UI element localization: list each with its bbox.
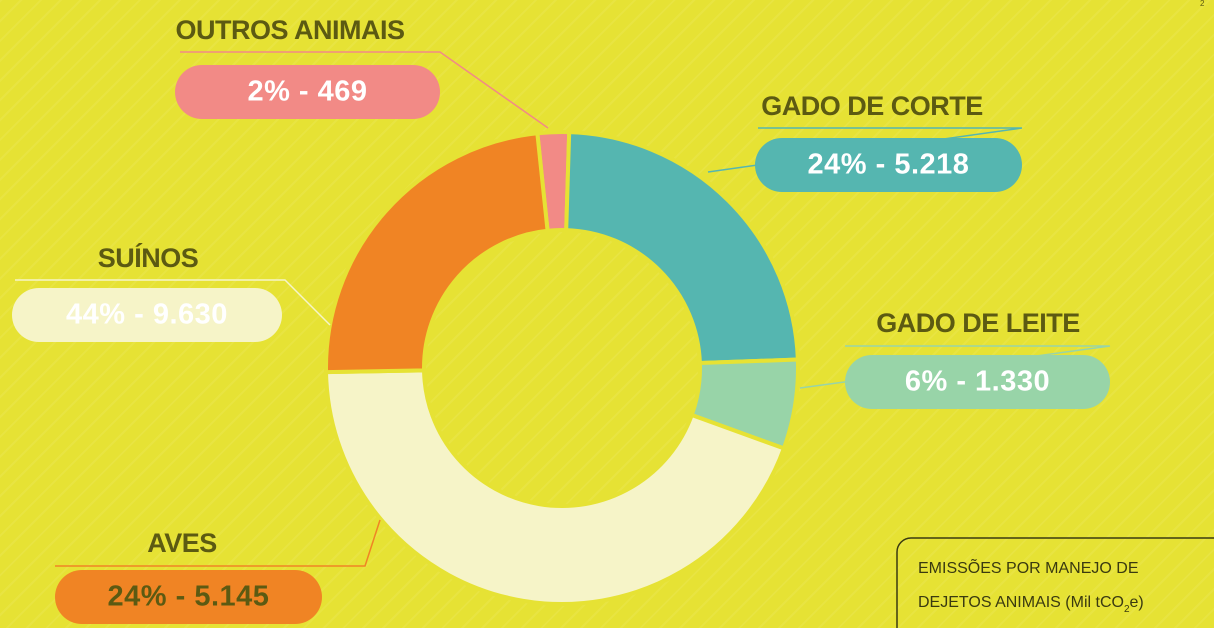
value-label: 44% - 9.630 [66, 299, 228, 331]
title-part: DEJETOS ANIMAIS (Mil tCO [918, 594, 1124, 611]
leader-line [180, 51, 549, 129]
value-pill [845, 355, 1110, 409]
category-label: AVES [147, 528, 217, 558]
donut-slice [324, 131, 550, 375]
category-label: SUÍNOS [98, 242, 199, 273]
title-sub: 2 [1124, 604, 1130, 615]
title-part: e) [1130, 594, 1144, 611]
leader-line [55, 519, 381, 567]
value-label: 2% - 469 [247, 76, 367, 108]
value-label: 24% - 5.218 [808, 149, 970, 181]
value-label: 6% - 1.330 [905, 366, 1050, 398]
category-label: OUTROS ANIMAIS [176, 15, 405, 45]
title-line: DEJETOS ANIMAIS (Mil tCO2e) [918, 594, 1144, 614]
value-label: 24% - 5.145 [108, 581, 270, 613]
value-pill [175, 65, 440, 119]
category-label: GADO DE LEITE [876, 308, 1080, 338]
title-box [896, 537, 1214, 628]
donut-slice [564, 130, 800, 366]
value-pill [55, 570, 322, 624]
donut-slice [323, 368, 787, 606]
title-line: EMISSÕES POR MANEJO DE [918, 557, 1138, 577]
leader-line [15, 279, 331, 326]
category-label: GADO DE CORTE [761, 91, 983, 121]
page-number: 2 [1200, 0, 1205, 8]
value-pill [12, 288, 282, 342]
value-pill [755, 138, 1022, 192]
